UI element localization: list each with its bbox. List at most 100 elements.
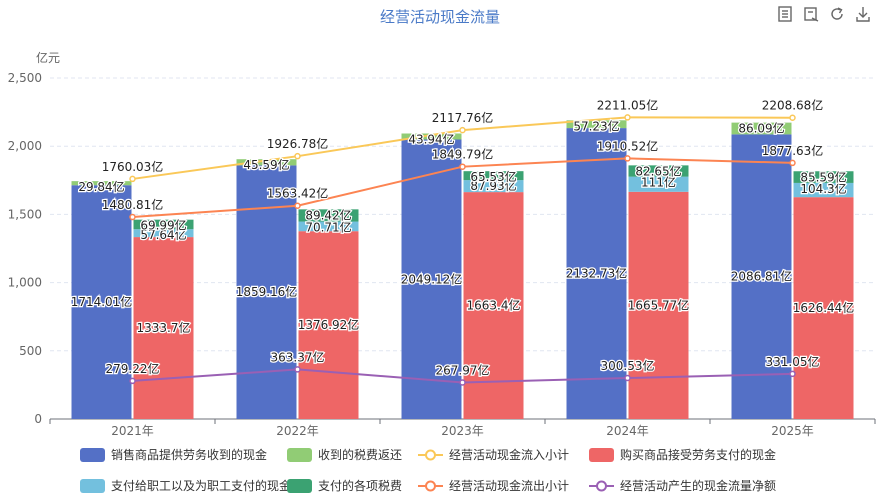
legend-item[interactable]: 经营活动现金流入小计: [418, 447, 569, 462]
y-axis-label: 亿元: [36, 50, 60, 65]
bar-value-label: 2132.73亿: [566, 266, 628, 281]
line-point[interactable]: [129, 213, 136, 221]
restore-icon[interactable]: [803, 6, 819, 22]
legend-swatch-marker: [596, 480, 607, 492]
legend-swatch: [80, 448, 105, 462]
bar-value-label: 1665.77亿: [628, 297, 690, 312]
line-point[interactable]: [624, 155, 631, 162]
bar-value-label: 57.23亿: [573, 118, 619, 133]
line-point[interactable]: [294, 152, 301, 160]
bar-value-label: 85.59亿: [800, 169, 846, 184]
line-layer: [129, 114, 796, 386]
bar-value-label: 45.59亿: [243, 157, 289, 172]
bar-segment[interactable]: [566, 120, 627, 129]
y-tick-label: 2,500: [8, 71, 42, 85]
bar-value-label: 104.3亿: [800, 181, 846, 196]
legend-label: 经营活动产生的现金流量净额: [620, 478, 776, 493]
bar-segment[interactable]: [71, 185, 132, 419]
line-point[interactable]: [129, 175, 136, 183]
legend-layer[interactable]: 销售商品提供劳务收到的现金 收到的税费返还 经营活动现金流入小计 购买商品接受劳务支付…: [80, 447, 776, 493]
bar-value-label: 29.84亿: [78, 179, 124, 194]
line-point[interactable]: [459, 379, 466, 386]
refresh-icon[interactable]: [829, 6, 845, 22]
legend-swatch: [80, 479, 105, 493]
line-value-label: 267.97亿: [436, 362, 490, 377]
line-value-label: 1563.42亿: [267, 186, 329, 201]
legend-item[interactable]: 销售商品提供劳务收到的现金: [80, 447, 267, 462]
download-icon[interactable]: [855, 6, 871, 22]
line-point[interactable]: [459, 163, 466, 170]
bar-segment[interactable]: [298, 209, 359, 222]
line-value-label: 2211.05亿: [597, 97, 659, 112]
chart-title: 经营活动现金流量: [380, 8, 500, 26]
bar-value-label: 82.65亿: [635, 163, 681, 178]
bar-value-label: 86.09亿: [738, 121, 784, 136]
legend-label: 收到的税费返还: [318, 447, 402, 462]
line-point[interactable]: [624, 114, 631, 121]
line-point[interactable]: [789, 114, 796, 121]
bar-value-label: 89.42亿: [305, 207, 351, 222]
legend-item[interactable]: 经营活动产生的现金流量净额: [589, 478, 776, 493]
legend-swatch: [589, 448, 614, 462]
legend-item[interactable]: 购买商品接受劳务支付的现金: [589, 447, 776, 462]
bar-value-label: 1333.7亿: [137, 320, 191, 335]
y-tick-label: 500: [19, 344, 42, 358]
bar-segment[interactable]: [401, 139, 462, 419]
line-point[interactable]: [624, 374, 631, 382]
bar-segment[interactable]: [566, 128, 627, 419]
legend-item[interactable]: 经营活动现金流出小计: [418, 478, 569, 493]
data-view-icon[interactable]: [777, 6, 793, 22]
line-point[interactable]: [789, 370, 796, 378]
bar-value-label: 1376.92亿: [298, 317, 360, 332]
bar-segment[interactable]: [133, 237, 194, 419]
bar-value-label: 1626.44亿: [793, 300, 855, 315]
legend-swatch: [287, 479, 312, 493]
bar-value-label: 1714.01亿: [71, 294, 133, 309]
bar-segment[interactable]: [731, 122, 792, 135]
bar-segment[interactable]: [133, 219, 194, 230]
x-tick-label: 2021年: [111, 424, 154, 438]
line-value-label: 279.22亿: [106, 361, 160, 376]
bar-segment[interactable]: [793, 197, 854, 419]
y-tick-label: 2,000: [8, 139, 42, 153]
line-point[interactable]: [294, 366, 301, 373]
line-point[interactable]: [789, 159, 796, 167]
bar-segment[interactable]: [463, 171, 524, 181]
bar-segment[interactable]: [298, 221, 359, 232]
x-tick-label: 2024年: [606, 424, 649, 438]
legend-item[interactable]: 支付的各项税费: [287, 478, 402, 493]
legend-label: 经营活动现金流出小计: [449, 478, 569, 493]
y-tick-label: 1,500: [8, 207, 42, 221]
x-tick-label: 2025年: [771, 424, 814, 438]
x-tick-label: 2023年: [441, 424, 484, 438]
bar-segment[interactable]: [463, 180, 524, 193]
bar-value-label: 65.53亿: [470, 169, 516, 184]
line-value-label: 2117.76亿: [432, 110, 494, 125]
bar-segment[interactable]: [401, 133, 462, 140]
bar-segment[interactable]: [236, 159, 297, 166]
bar-segment[interactable]: [628, 176, 689, 192]
bar-value-label: 87.93亿: [470, 178, 516, 193]
legend-item[interactable]: 收到的税费返还: [287, 447, 402, 462]
line-value-label: 1849.79亿: [432, 147, 494, 162]
line-value-label: 363.37亿: [271, 349, 325, 364]
bar-segment[interactable]: [628, 165, 689, 177]
legend-swatch-marker: [425, 449, 436, 461]
bar-segment[interactable]: [793, 182, 854, 198]
legend-item[interactable]: 支付给职工以及为职工支付的现金: [80, 478, 291, 493]
line-value-label: 1760.03亿: [102, 159, 164, 174]
line-value-label: 2208.68亿: [762, 98, 824, 113]
line-point[interactable]: [129, 377, 136, 385]
bar-segment[interactable]: [133, 229, 194, 238]
line-point[interactable]: [459, 126, 466, 134]
y-tick-label: 0: [34, 412, 42, 426]
bar-value-label: 57.64亿: [140, 227, 186, 242]
bar-segment[interactable]: [71, 181, 132, 186]
bar-segment[interactable]: [793, 171, 854, 183]
bar-segment[interactable]: [731, 134, 792, 419]
bar-value-label: 43.94亿: [408, 132, 454, 147]
bar-segment[interactable]: [628, 191, 689, 419]
line-point[interactable]: [294, 202, 301, 209]
bar-value-label: 2086.81亿: [731, 269, 793, 284]
bar-segment[interactable]: [298, 231, 359, 419]
